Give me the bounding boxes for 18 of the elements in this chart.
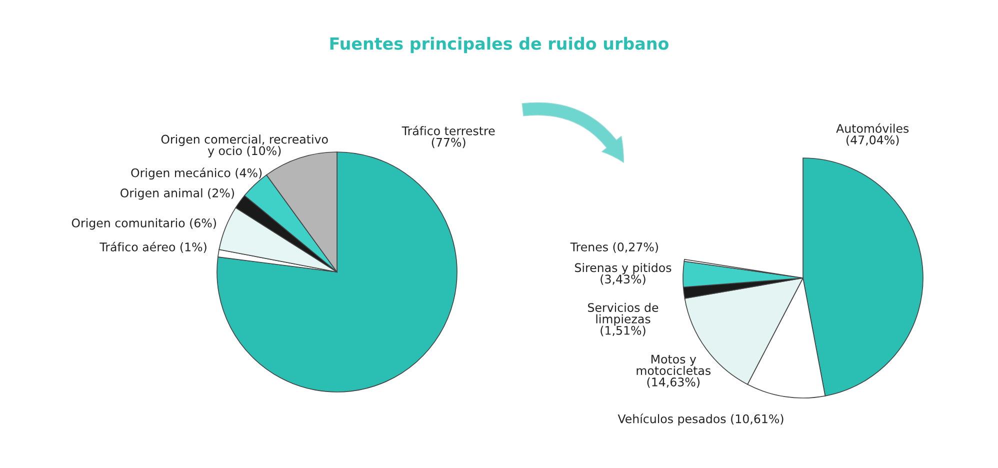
slice-label: Origen animal (2%) bbox=[120, 188, 234, 200]
slice-label: Vehículos pesados (10,61%) bbox=[618, 414, 784, 426]
data-label: (3,43%) bbox=[600, 274, 646, 285]
slice-label: Tráfico aéreo (1%) bbox=[100, 242, 206, 253]
data-label: (77%) bbox=[432, 138, 466, 148]
slice-label: Servicios de limpiezas bbox=[588, 302, 658, 326]
data-label: (47,04%) bbox=[846, 135, 899, 146]
slice-label: Origen mecánico (4%) bbox=[131, 168, 262, 180]
slice-label: Origen comercial, recreativo y ocio (10%) bbox=[161, 134, 328, 158]
data-label: (14,63%) bbox=[647, 377, 700, 388]
slice-label: Trenes (0,27%) bbox=[570, 242, 658, 253]
slice-label: Origen comunitario (6%) bbox=[72, 218, 216, 230]
chart-title: Fuentes principales de ruido urbano bbox=[330, 36, 668, 54]
slice-label: Automóviles bbox=[836, 123, 909, 133]
slice-label: Motos y motocicletas bbox=[636, 354, 711, 376]
slice-label: Tráfico terrestre bbox=[402, 126, 495, 136]
data-label: (1,51%) bbox=[600, 326, 646, 336]
slice-label: Sirenas y pitidos bbox=[575, 262, 672, 274]
